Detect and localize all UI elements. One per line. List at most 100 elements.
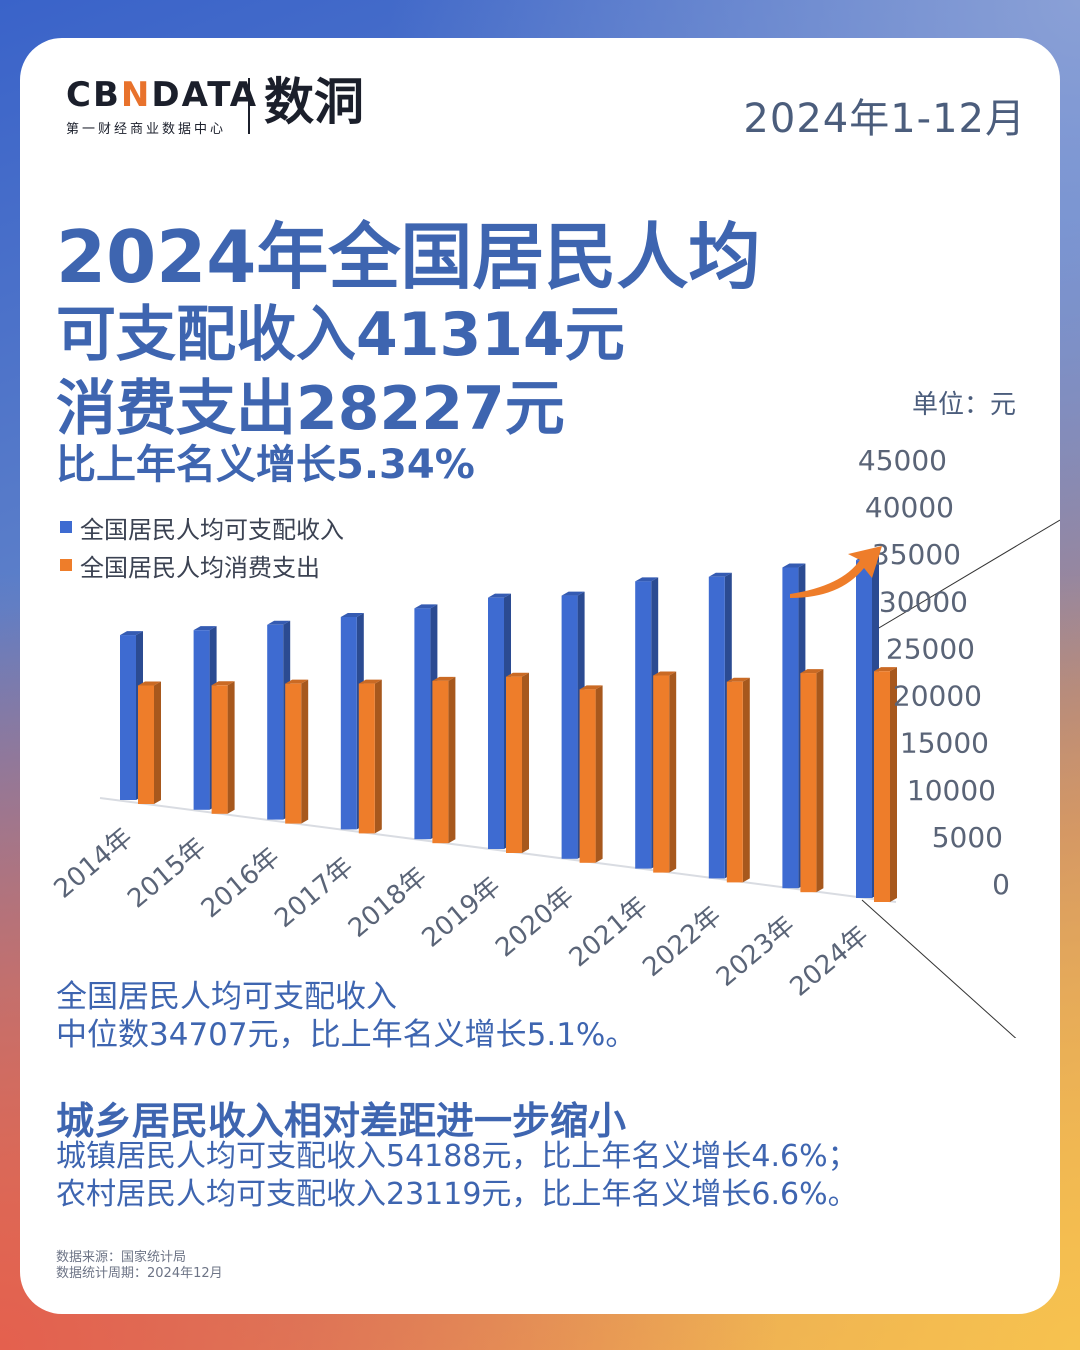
cbndata-logo: CBNDATA 第一财经商业数据中心 — [66, 78, 258, 137]
bar-top-consumption-4 — [432, 676, 456, 681]
bar-income-10 — [856, 560, 872, 898]
bar-top-income-0 — [120, 631, 143, 636]
y-tick-label: 20000 — [893, 680, 982, 713]
y-tick-label: 30000 — [879, 585, 968, 618]
median-note-line1: 全国居民人均可支配收入 — [56, 979, 397, 1015]
bar-income-4 — [414, 608, 431, 840]
headline-line1: 2024年全国居民人均 — [56, 215, 761, 299]
bar-side-consumption-7 — [669, 671, 677, 873]
period-label: 2024年1-12月 — [743, 96, 1026, 142]
bar-top-consumption-7 — [653, 671, 677, 676]
bar-top-income-6 — [561, 591, 585, 596]
y-tick-label: 15000 — [900, 727, 989, 760]
bar-side-consumption-2 — [301, 679, 309, 824]
logo-text-cb: CB — [66, 75, 121, 115]
bar-top-income-5 — [488, 593, 511, 598]
bar-top-income-3 — [340, 612, 364, 617]
bar-top-income-9 — [782, 563, 806, 568]
bar-side-consumption-9 — [816, 669, 824, 893]
legend-item-income: 全国居民人均可支配收入 — [60, 508, 344, 546]
bar-side-consumption-0 — [154, 681, 161, 804]
bar-consumption-6 — [579, 689, 596, 863]
bar-chart: 2014年2015年2016年2017年2018年2019年2020年2021年… — [49, 444, 1060, 1038]
y-tick-label: 10000 — [907, 774, 996, 807]
bar-consumption-3 — [358, 683, 375, 834]
bar-top-consumption-6 — [579, 685, 603, 690]
bar-top-consumption-8 — [726, 677, 750, 682]
shudong-logo: 数洞 — [264, 73, 364, 131]
bar-income-5 — [488, 597, 504, 849]
gap-title: 城乡居民收入相对差距进一步缩小 — [56, 1099, 627, 1143]
y-tick-label: 0 — [992, 868, 1010, 901]
stat-period-line: 数据统计周期：2024年12月 — [56, 1266, 223, 1281]
bar-consumption-8 — [726, 681, 743, 883]
legend-item-consumption: 全国居民人均消费支出 — [60, 546, 344, 584]
bar-consumption-9 — [800, 673, 817, 893]
bar-top-consumption-3 — [358, 679, 382, 684]
bar-top-income-8 — [708, 572, 732, 577]
bar-top-income-4 — [414, 604, 438, 609]
bar-income-8 — [708, 576, 725, 879]
y-tick-label: 35000 — [872, 538, 961, 571]
bar-top-income-7 — [635, 577, 659, 582]
headline-line4: 比上年名义增长5.34% — [56, 442, 475, 488]
median-note-line2: 中位数34707元，比上年名义增长5.1%。 — [56, 1017, 637, 1053]
bar-consumption-10 — [874, 671, 890, 902]
pointer-line-upper — [861, 519, 1060, 639]
bar-top-consumption-10 — [874, 667, 897, 672]
median-note: 全国居民人均可支配收入 中位数34707元，比上年名义增长5.1%。 — [56, 978, 636, 1054]
legend-swatch-income — [60, 521, 72, 533]
bar-consumption-7 — [653, 675, 670, 873]
y-tick-label: 40000 — [865, 491, 954, 524]
bar-top-consumption-5 — [506, 672, 529, 677]
bar-side-consumption-3 — [374, 679, 382, 834]
bar-consumption-2 — [285, 683, 302, 824]
bar-income-3 — [340, 616, 357, 830]
rural-income-line: 农村居民人均可支配收入23119元，比上年名义增长6.6%。 — [56, 1177, 858, 1212]
bar-top-consumption-0 — [138, 681, 161, 686]
bar-income-6 — [561, 595, 578, 859]
headline-line3: 消费支出28227元 — [56, 374, 565, 444]
y-tick-label: 45000 — [858, 444, 947, 477]
bar-top-consumption-2 — [285, 679, 309, 684]
bar-side-consumption-8 — [742, 677, 750, 883]
bar-income-9 — [782, 567, 799, 889]
bar-top-income-2 — [267, 620, 291, 625]
logo-text-data: DATA — [151, 75, 259, 115]
bar-side-consumption-4 — [448, 676, 456, 844]
logo-subtitle: 第一财经商业数据中心 — [66, 122, 227, 137]
bar-side-consumption-10 — [890, 667, 897, 902]
source-note: 数据来源：国家统计局 数据统计周期：2024年12月 — [56, 1250, 223, 1282]
bar-consumption-4 — [432, 680, 449, 844]
bar-income-2 — [267, 624, 284, 820]
legend-label-income: 全国居民人均可支配收入 — [80, 515, 344, 544]
bar-top-income-1 — [193, 626, 217, 631]
bar-top-consumption-9 — [800, 669, 824, 674]
chart-legend: 全国居民人均可支配收入 全国居民人均消费支出 — [60, 508, 344, 584]
bar-top-consumption-1 — [211, 681, 235, 686]
chart-floor — [99, 797, 897, 903]
bar-side-consumption-5 — [522, 672, 529, 853]
logo-divider — [248, 78, 250, 134]
bar-income-1 — [193, 630, 210, 810]
infographic-card: CBNDATA 第一财经商业数据中心 数洞 2024年1-12月 2024年全国… — [20, 38, 1060, 1314]
bar-side-consumption-6 — [595, 685, 603, 863]
legend-swatch-consumption — [60, 559, 72, 571]
urban-income-line: 城镇居民人均可支配收入54188元，比上年名义增长4.6%； — [56, 1139, 858, 1174]
y-tick-label: 5000 — [932, 821, 1003, 854]
unit-label: 单位：元 — [912, 390, 1017, 420]
bar-consumption-5 — [506, 676, 522, 853]
bar-side-consumption-1 — [227, 681, 235, 814]
bar-income-0 — [120, 635, 136, 800]
growth-arrow-icon — [790, 546, 882, 598]
bar-income-7 — [635, 581, 652, 869]
headline-line2: 可支配收入41314元 — [56, 300, 625, 370]
y-tick-label: 25000 — [886, 632, 975, 665]
urban-rural-note: 城镇居民人均可支配收入54188元，比上年名义增长4.6%； 农村居民人均可支配… — [56, 1138, 858, 1214]
source-line: 数据来源：国家统计局 — [56, 1250, 187, 1265]
bar-consumption-0 — [138, 685, 154, 804]
bar-consumption-1 — [211, 685, 228, 814]
logo-text-n: N — [120, 75, 152, 115]
pointer-line-lower — [861, 899, 1017, 1038]
legend-label-consumption: 全国居民人均消费支出 — [80, 553, 320, 582]
